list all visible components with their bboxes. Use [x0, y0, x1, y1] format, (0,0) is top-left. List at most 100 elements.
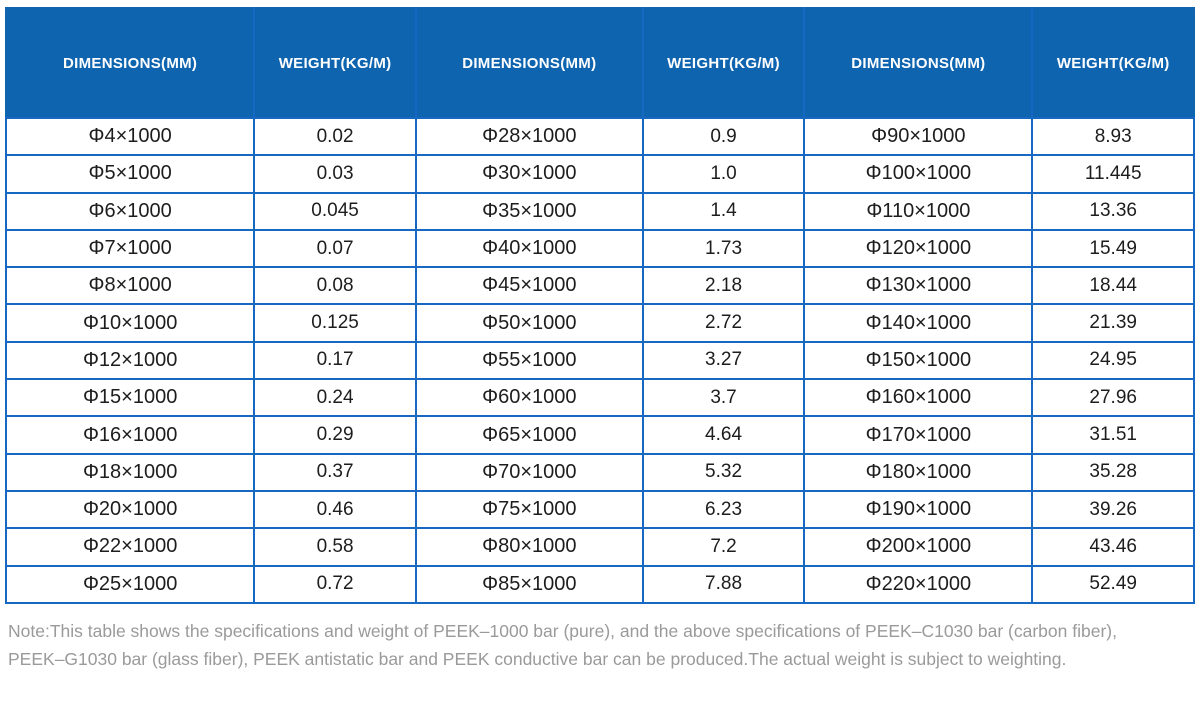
header-dimensions: DIMENSIONS(MM): [803, 7, 1034, 119]
weight-cell: 0.045: [253, 191, 417, 231]
table-row: Φ5×1000 0.03 Φ30×1000 1.0 Φ100×1000 11.445: [4, 154, 1195, 194]
weight-cell: 4.64: [641, 415, 806, 455]
weight-cell: 0.24: [253, 378, 417, 418]
dimension-cell: Φ55×1000: [414, 340, 644, 381]
weight-cell: 18.44: [1031, 266, 1195, 306]
dimension-cell: Φ180×1000: [803, 452, 1034, 492]
table-row: Φ18×1000 0.37 Φ70×1000 5.32 Φ180×1000 35.28: [4, 452, 1195, 492]
table-note-line1: Note:This table shows the specifications…: [8, 620, 1117, 641]
weight-cell: 0.125: [253, 303, 417, 343]
table-row: Φ7×1000 0.07 Φ40×1000 1.73 Φ120×1000 15.49: [4, 228, 1195, 269]
header-row: DIMENSIONS(MM) WEIGHT(KG/M) DIMENSIONS(MM)…: [4, 7, 1195, 119]
header-weight: WEIGHT(KG/M): [641, 7, 806, 119]
dimension-cell: Φ16×1000: [4, 415, 256, 455]
dimension-cell: Φ65×1000: [414, 415, 644, 455]
dimension-cell: Φ140×1000: [803, 303, 1034, 343]
dimension-cell: Φ30×1000: [414, 154, 644, 194]
weight-cell: 35.28: [1031, 452, 1195, 492]
weight-cell: 24.95: [1031, 340, 1195, 381]
weight-cell: 0.03: [253, 154, 417, 194]
weight-cell: 1.0: [641, 154, 806, 194]
table-body: Φ4×1000 0.02 Φ28×1000 0.9 Φ90×1000 8.93 Φ5×100…: [4, 116, 1195, 604]
dimension-cell: Φ150×1000: [803, 340, 1034, 381]
dimension-cell: Φ85×1000: [414, 564, 644, 604]
weight-cell: 3.27: [641, 340, 806, 381]
weight-cell: 6.23: [641, 489, 806, 530]
dimension-cell: Φ6×1000: [4, 191, 256, 231]
dimension-cell: Φ20×1000: [4, 489, 256, 530]
dimension-cell: Φ5×1000: [4, 154, 256, 194]
weight-cell: 0.17: [253, 340, 417, 381]
dimension-cell: Φ160×1000: [803, 378, 1034, 418]
table-row: Φ20×1000 0.46 Φ75×1000 6.23 Φ190×1000 39.26: [4, 489, 1195, 530]
dimension-cell: Φ60×1000: [414, 378, 644, 418]
table-row: Φ22×1000 0.58 Φ80×1000 7.2 Φ200×1000 43.46: [4, 527, 1195, 567]
table-row: Φ25×1000 0.72 Φ85×1000 7.88 Φ220×1000 52.49: [4, 564, 1195, 604]
table-row: Φ4×1000 0.02 Φ28×1000 0.9 Φ90×1000 8.93: [4, 116, 1195, 157]
dimension-cell: Φ90×1000: [803, 116, 1034, 157]
dimension-cell: Φ45×1000: [414, 266, 644, 306]
dimension-cell: Φ50×1000: [414, 303, 644, 343]
weight-cell: 11.445: [1031, 154, 1195, 194]
dimension-cell: Φ100×1000: [803, 154, 1034, 194]
weight-cell: 0.58: [253, 527, 417, 567]
header-dimensions: DIMENSIONS(MM): [414, 7, 644, 119]
table-note-line2: PEEK–G1030 bar (glass fiber), PEEK antis…: [8, 648, 1067, 669]
weight-cell: 31.51: [1031, 415, 1195, 455]
weight-cell: 1.73: [641, 228, 806, 269]
table-header: DIMENSIONS(MM) WEIGHT(KG/M) DIMENSIONS(MM)…: [4, 7, 1195, 119]
weight-cell: 52.49: [1031, 564, 1195, 604]
dimension-cell: Φ200×1000: [803, 527, 1034, 567]
weight-cell: 0.9: [641, 116, 806, 157]
dimension-cell: Φ75×1000: [414, 489, 644, 530]
weight-cell: 2.72: [641, 303, 806, 343]
weight-cell: 13.36: [1031, 191, 1195, 231]
dimension-cell: Φ8×1000: [4, 266, 256, 306]
weight-cell: 0.02: [253, 116, 417, 157]
weight-cell: 43.46: [1031, 527, 1195, 567]
dimension-cell: Φ22×1000: [4, 527, 256, 567]
weight-cell: 0.29: [253, 415, 417, 455]
table-row: Φ6×1000 0.045 Φ35×1000 1.4 Φ110×1000 13.36: [4, 191, 1195, 231]
table-row: Φ16×1000 0.29 Φ65×1000 4.64 Φ170×1000 31.51: [4, 415, 1195, 455]
dimension-cell: Φ4×1000: [4, 116, 256, 157]
table-note: Note:This table shows the specifications…: [8, 617, 1195, 673]
weight-cell: 2.18: [641, 266, 806, 306]
dimension-cell: Φ40×1000: [414, 228, 644, 269]
weight-cell: 0.37: [253, 452, 417, 492]
dimension-cell: Φ12×1000: [4, 340, 256, 381]
dimension-cell: Φ190×1000: [803, 489, 1034, 530]
weight-cell: 21.39: [1031, 303, 1195, 343]
table-row: Φ10×1000 0.125 Φ50×1000 2.72 Φ140×1000 21.39: [4, 303, 1195, 343]
table-row: Φ15×1000 0.24 Φ60×1000 3.7 Φ160×1000 27.96: [4, 378, 1195, 418]
dimension-cell: Φ130×1000: [803, 266, 1034, 306]
weight-cell: 0.46: [253, 489, 417, 530]
dimension-cell: Φ35×1000: [414, 191, 644, 231]
weight-cell: 1.4: [641, 191, 806, 231]
header-weight: WEIGHT(KG/M): [1031, 7, 1195, 119]
dimension-cell: Φ220×1000: [803, 564, 1034, 604]
weight-cell: 7.88: [641, 564, 806, 604]
dimension-cell: Φ10×1000: [4, 303, 256, 343]
dimension-cell: Φ28×1000: [414, 116, 644, 157]
weight-cell: 3.7: [641, 378, 806, 418]
dimension-cell: Φ15×1000: [4, 378, 256, 418]
weight-cell: 5.32: [641, 452, 806, 492]
weight-cell: 0.07: [253, 228, 417, 269]
weight-cell: 39.26: [1031, 489, 1195, 530]
weight-cell: 0.72: [253, 564, 417, 604]
dimension-cell: Φ25×1000: [4, 564, 256, 604]
header-weight: WEIGHT(KG/M): [253, 7, 417, 119]
dimension-cell: Φ18×1000: [4, 452, 256, 492]
dimension-cell: Φ120×1000: [803, 228, 1034, 269]
dimension-cell: Φ170×1000: [803, 415, 1034, 455]
weight-cell: 27.96: [1031, 378, 1195, 418]
table-row: Φ8×1000 0.08 Φ45×1000 2.18 Φ130×1000 18.44: [4, 266, 1195, 306]
dimension-cell: Φ7×1000: [4, 228, 256, 269]
table-row: Φ12×1000 0.17 Φ55×1000 3.27 Φ150×1000 24.95: [4, 340, 1195, 381]
header-dimensions: DIMENSIONS(MM): [4, 7, 256, 119]
dimension-cell: Φ70×1000: [414, 452, 644, 492]
weight-cell: 0.08: [253, 266, 417, 306]
weight-cell: 7.2: [641, 527, 806, 567]
